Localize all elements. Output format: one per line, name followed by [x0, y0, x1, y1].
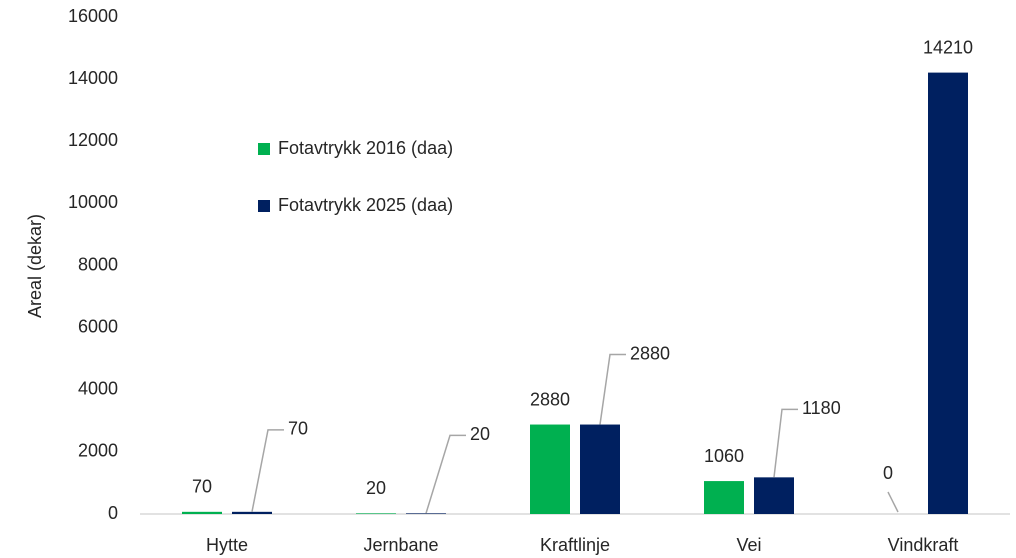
bar: [406, 513, 446, 514]
leader-line: [251, 429, 284, 512]
x-tick-label: Vei: [736, 535, 761, 555]
legend-label: Fotavtrykk 2025 (daa): [278, 195, 453, 215]
bar: [530, 424, 570, 514]
bar: [928, 72, 968, 515]
leader-line: [887, 491, 899, 513]
x-tick-label: Jernbane: [363, 535, 438, 555]
data-label: 1180: [802, 398, 841, 418]
y-tick-label: 8000: [78, 254, 118, 274]
y-tick-label: 0: [108, 503, 118, 523]
data-label: 14210: [923, 37, 973, 57]
bar: [232, 511, 272, 514]
x-tick-label: Hytte: [206, 535, 248, 555]
data-label: 0: [883, 463, 893, 483]
leader-line: [425, 434, 466, 514]
y-tick-label: 2000: [78, 441, 118, 461]
bar: [704, 481, 744, 514]
data-label: 2880: [530, 389, 570, 409]
legend-label: Fotavtrykk 2016 (daa): [278, 138, 453, 158]
data-label: 20: [366, 478, 386, 498]
y-axis-label: Areal (dekar): [25, 214, 45, 318]
legend-swatch: [258, 200, 270, 212]
x-tick-label: Kraftlinje: [540, 535, 610, 555]
y-tick-label: 6000: [78, 316, 118, 336]
data-label: 70: [192, 477, 212, 497]
bar: [754, 477, 794, 514]
y-tick-label: 12000: [68, 130, 118, 150]
y-tick-label: 10000: [68, 192, 118, 212]
data-label: 2880: [630, 343, 670, 363]
leader-line: [773, 408, 798, 478]
legend-swatch: [258, 143, 270, 155]
y-tick-label: 4000: [78, 379, 118, 399]
leader-line: [599, 353, 626, 425]
data-label: 20: [470, 424, 490, 444]
bar: [182, 511, 222, 514]
bar: [580, 424, 620, 514]
y-tick-label: 14000: [68, 68, 118, 88]
bar: [356, 513, 396, 514]
data-label: 70: [288, 419, 308, 439]
y-tick-label: 16000: [68, 6, 118, 26]
x-tick-label: Vindkraft: [888, 535, 959, 555]
data-label: 1060: [704, 446, 744, 466]
